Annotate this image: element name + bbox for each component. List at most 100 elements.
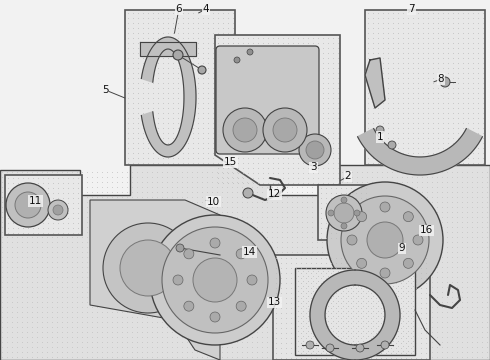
- Point: [364, 298, 372, 304]
- Point: [298, 204, 306, 210]
- Point: [28, 189, 36, 195]
- Point: [334, 35, 342, 41]
- Point: [43, 249, 51, 255]
- Point: [318, 284, 326, 290]
- Point: [248, 254, 256, 260]
- Point: [317, 300, 325, 306]
- Point: [438, 354, 446, 360]
- Point: [18, 289, 26, 295]
- Point: [363, 249, 371, 255]
- Point: [333, 219, 341, 225]
- Point: [174, 160, 182, 166]
- Point: [393, 199, 401, 205]
- Point: [54, 210, 62, 216]
- Point: [0, 249, 6, 255]
- Point: [322, 320, 330, 326]
- Point: [313, 224, 321, 230]
- Point: [118, 249, 126, 255]
- Point: [158, 194, 166, 200]
- Point: [128, 269, 136, 275]
- Point: [229, 85, 237, 91]
- Point: [188, 249, 196, 255]
- Point: [273, 274, 281, 280]
- Point: [353, 309, 361, 315]
- Point: [249, 120, 257, 126]
- Point: [384, 95, 392, 101]
- Point: [318, 319, 326, 325]
- Point: [123, 169, 131, 175]
- Point: [369, 45, 377, 51]
- Point: [383, 289, 391, 295]
- Point: [423, 189, 431, 195]
- Point: [18, 219, 26, 225]
- Point: [468, 319, 476, 325]
- Point: [292, 280, 300, 286]
- Point: [198, 299, 206, 305]
- Point: [357, 195, 365, 201]
- Point: [353, 314, 361, 320]
- Point: [402, 340, 410, 346]
- Point: [238, 254, 246, 260]
- Point: [128, 169, 136, 175]
- Point: [338, 299, 346, 305]
- Point: [139, 60, 147, 66]
- Point: [28, 234, 36, 240]
- Point: [258, 169, 266, 175]
- Point: [304, 140, 312, 146]
- Point: [18, 199, 26, 205]
- Point: [344, 323, 352, 329]
- Point: [103, 254, 111, 260]
- Point: [297, 335, 305, 341]
- Point: [184, 95, 192, 101]
- Point: [288, 209, 296, 215]
- Point: [184, 60, 192, 66]
- Point: [163, 259, 171, 265]
- Point: [389, 298, 397, 304]
- Point: [118, 244, 126, 250]
- Point: [108, 294, 116, 300]
- Point: [238, 314, 246, 320]
- Point: [18, 184, 26, 190]
- Point: [269, 155, 277, 161]
- Point: [233, 314, 241, 320]
- Point: [28, 209, 36, 215]
- Point: [168, 239, 176, 245]
- Point: [294, 95, 302, 101]
- Point: [329, 145, 337, 151]
- Point: [413, 224, 421, 230]
- Point: [302, 325, 310, 331]
- Bar: [295, 268, 415, 355]
- Point: [332, 270, 340, 276]
- Point: [402, 320, 410, 326]
- Point: [193, 174, 201, 180]
- Point: [328, 184, 336, 190]
- Point: [69, 220, 77, 226]
- Point: [294, 135, 302, 141]
- Point: [287, 265, 295, 271]
- Point: [78, 179, 86, 185]
- Point: [454, 105, 462, 111]
- Point: [369, 120, 377, 126]
- Point: [433, 229, 441, 235]
- Point: [14, 215, 22, 221]
- Point: [337, 230, 345, 236]
- Point: [388, 244, 396, 250]
- Point: [449, 135, 457, 141]
- Point: [417, 275, 425, 281]
- Point: [428, 344, 436, 350]
- Point: [243, 289, 251, 295]
- Bar: [365, 10, 485, 165]
- Point: [3, 229, 11, 235]
- Point: [44, 175, 52, 181]
- Point: [108, 289, 116, 295]
- Point: [362, 235, 370, 241]
- Point: [318, 304, 326, 310]
- Point: [403, 319, 411, 325]
- Point: [373, 174, 381, 180]
- Point: [134, 40, 142, 46]
- Point: [319, 110, 327, 116]
- Point: [402, 280, 410, 286]
- Point: [128, 249, 136, 255]
- Point: [383, 314, 391, 320]
- Point: [158, 199, 166, 205]
